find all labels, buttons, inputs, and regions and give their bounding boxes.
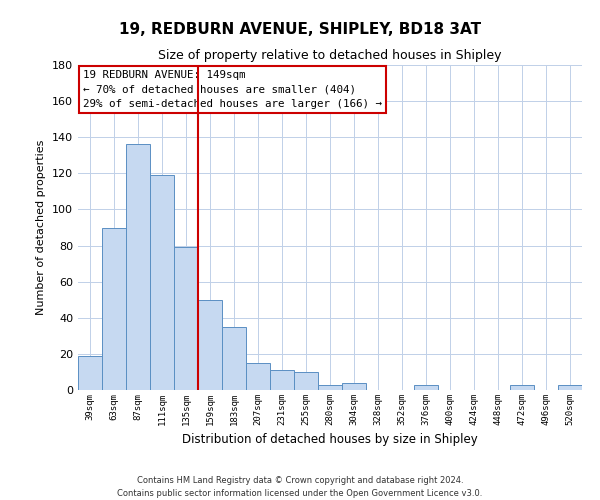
Bar — [102, 228, 126, 390]
Bar — [246, 363, 270, 390]
Bar — [150, 175, 174, 390]
Bar — [510, 384, 534, 390]
Bar — [294, 372, 318, 390]
Bar — [318, 384, 342, 390]
Bar — [414, 384, 438, 390]
Text: 19 REDBURN AVENUE: 149sqm
← 70% of detached houses are smaller (404)
29% of semi: 19 REDBURN AVENUE: 149sqm ← 70% of detac… — [83, 70, 382, 108]
Bar — [270, 370, 294, 390]
Text: 19, REDBURN AVENUE, SHIPLEY, BD18 3AT: 19, REDBURN AVENUE, SHIPLEY, BD18 3AT — [119, 22, 481, 38]
Bar — [558, 384, 582, 390]
Bar — [174, 248, 198, 390]
Bar — [342, 383, 366, 390]
Bar — [198, 300, 222, 390]
Bar — [126, 144, 150, 390]
Bar — [78, 356, 102, 390]
Bar — [222, 327, 246, 390]
X-axis label: Distribution of detached houses by size in Shipley: Distribution of detached houses by size … — [182, 434, 478, 446]
Y-axis label: Number of detached properties: Number of detached properties — [37, 140, 46, 315]
Text: Contains HM Land Registry data © Crown copyright and database right 2024.
Contai: Contains HM Land Registry data © Crown c… — [118, 476, 482, 498]
Title: Size of property relative to detached houses in Shipley: Size of property relative to detached ho… — [158, 50, 502, 62]
